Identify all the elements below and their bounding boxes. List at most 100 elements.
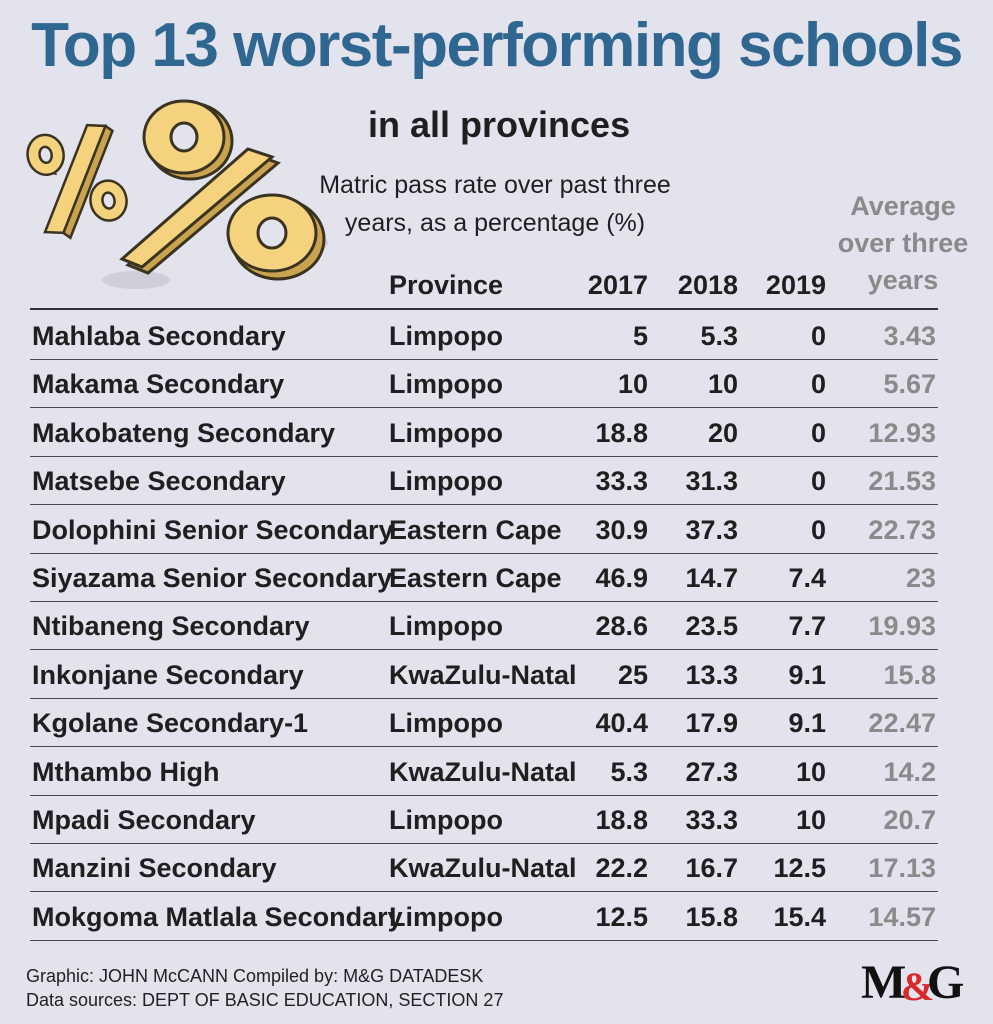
mg-logo: M & G <box>861 956 964 1006</box>
value-2017: 5.3 <box>610 756 648 787</box>
table-row: Dolophini Senior Secondary Eastern Cape 30… <box>0 506 993 554</box>
school-name: Siyazama Senior Secondary <box>32 563 393 593</box>
value-average: 5.67 <box>883 369 936 400</box>
table-row: Makobateng Secondary Limpopo 18.8 20 0 12.93 <box>0 409 993 457</box>
school-name: Inkonjane Secondary <box>32 659 304 690</box>
school-name: Makama Secondary <box>32 369 285 400</box>
footer: Graphic: JOHN McCANN Compiled by: M&G DA… <box>26 964 503 1012</box>
province: Limpopo <box>389 611 503 642</box>
value-2019: 7.4 <box>788 563 826 593</box>
value-2018: 16.7 <box>685 853 738 884</box>
value-2018: 27.3 <box>685 756 738 787</box>
province: Limpopo <box>389 901 503 932</box>
province: KwaZulu-Natal <box>389 756 577 787</box>
school-name: Ntibaneng Secondary <box>32 611 310 642</box>
header-divider <box>30 308 938 310</box>
value-2019: 0 <box>810 369 826 400</box>
province: Limpopo <box>389 805 503 835</box>
description-line: Matric pass rate over past three <box>319 171 671 199</box>
value-average: 14.2 <box>883 756 936 787</box>
school-name: Mokgoma Matlala Secondary <box>32 901 403 932</box>
header-province: Province <box>389 270 504 300</box>
row-divider <box>30 794 938 796</box>
province: Limpopo <box>389 708 503 739</box>
header-2017: 2017 <box>587 270 648 300</box>
value-2019: 10 <box>795 805 826 835</box>
row-divider <box>30 746 938 748</box>
school-name: Mahlaba Secondary <box>32 321 286 351</box>
school-name: Dolophini Senior Secondary <box>32 514 394 545</box>
value-2018: 20 <box>707 417 738 448</box>
value-2019: 0 <box>810 321 826 351</box>
header-average-line: Average <box>850 191 956 221</box>
value-2018: 31.3 <box>685 466 738 497</box>
value-2018: 14.7 <box>685 563 738 593</box>
school-name: Mpadi Secondary <box>32 805 256 835</box>
value-average: 22.47 <box>868 708 936 739</box>
value-average: 21.53 <box>868 466 936 497</box>
value-2017: 25 <box>617 659 648 690</box>
value-2018: 33.3 <box>685 805 738 835</box>
row-divider <box>30 939 938 941</box>
value-2018: 17.9 <box>685 708 738 739</box>
value-2018: 23.5 <box>685 611 738 642</box>
row-divider <box>30 601 938 602</box>
table-row: Mpadi Secondary Limpopo 18.8 33.3 10 20.7 <box>0 796 993 844</box>
table-row: Mthambo High KwaZulu-Natal 5.3 27.3 10 14.2 <box>0 748 993 796</box>
value-2017: 33.3 <box>595 466 648 497</box>
table-row: Makama Secondary Limpopo 10 10 0 5.67 <box>0 360 993 409</box>
value-2017: 30.9 <box>595 514 648 545</box>
value-2017: 18.8 <box>595 805 648 835</box>
value-2018: 37.3 <box>685 514 738 545</box>
value-2018: 5.3 <box>700 321 738 351</box>
value-average: 19.93 <box>868 611 936 642</box>
table-row: Siyazama Senior Secondary Eastern Cape 46.… <box>0 554 993 602</box>
value-2018: 13.3 <box>685 659 738 690</box>
value-2019: 9.1 <box>788 708 826 739</box>
value-2018: 15.8 <box>685 901 738 932</box>
province: Limpopo <box>389 417 503 448</box>
svg-text:&: & <box>901 964 934 1006</box>
value-average: 20.7 <box>883 805 936 835</box>
value-2017: 5 <box>632 321 648 351</box>
value-2017: 28.6 <box>595 611 648 642</box>
row-divider <box>30 843 938 844</box>
value-2019: 7.7 <box>788 611 826 642</box>
chart-title: Top 13 worst-performing schools <box>31 11 963 80</box>
row-divider <box>30 697 938 699</box>
province: KwaZulu-Natal <box>389 853 577 884</box>
chart-description: Matric pass rate over past three years, … <box>300 166 690 242</box>
province: Eastern Cape <box>389 514 562 545</box>
province: KwaZulu-Natal <box>389 659 577 690</box>
description-line: years, as a percentage (%) <box>344 209 646 237</box>
table-row: Mokgoma Matlala Secondary Limpopo 12.5 15.8… <box>0 893 993 941</box>
value-average: 23 <box>905 563 936 593</box>
value-2019: 0 <box>810 466 826 497</box>
table-row: Matsebe Secondary Limpopo 33.3 31.3 0 21.53 <box>0 457 993 506</box>
percent-symbols-icon <box>26 99 328 289</box>
value-2017: 10 <box>617 369 648 400</box>
header-average-line: over three <box>837 228 969 258</box>
value-average: 12.93 <box>868 417 936 448</box>
value-average: 3.43 <box>883 321 936 351</box>
value-2017: 46.9 <box>595 563 648 593</box>
svg-text:G: G <box>927 956 964 1006</box>
value-2017: 22.2 <box>595 853 648 884</box>
row-divider <box>30 359 938 360</box>
footer-sources: Data sources: DEPT OF BASIC EDUCATION, S… <box>26 990 504 1010</box>
row-divider <box>30 407 938 409</box>
value-2017: 40.4 <box>595 708 648 739</box>
school-name: Manzini Secondary <box>32 853 277 884</box>
table-row: Ntibaneng Secondary Limpopo 28.6 23.5 7.7 19.… <box>0 602 993 651</box>
value-average: 22.73 <box>868 514 936 545</box>
table-row: Kgolane Secondary-1 Limpopo 40.4 17.9 9.1 22.… <box>0 699 993 748</box>
value-2017: 12.5 <box>595 901 648 932</box>
value-2019: 9.1 <box>788 659 826 690</box>
value-2019: 0 <box>810 514 826 545</box>
value-2019: 12.5 <box>773 853 826 884</box>
row-divider <box>30 455 938 457</box>
school-name: Matsebe Secondary <box>32 466 286 497</box>
header-average: Average over three years <box>828 188 978 299</box>
header-2018: 2018 <box>677 270 738 300</box>
